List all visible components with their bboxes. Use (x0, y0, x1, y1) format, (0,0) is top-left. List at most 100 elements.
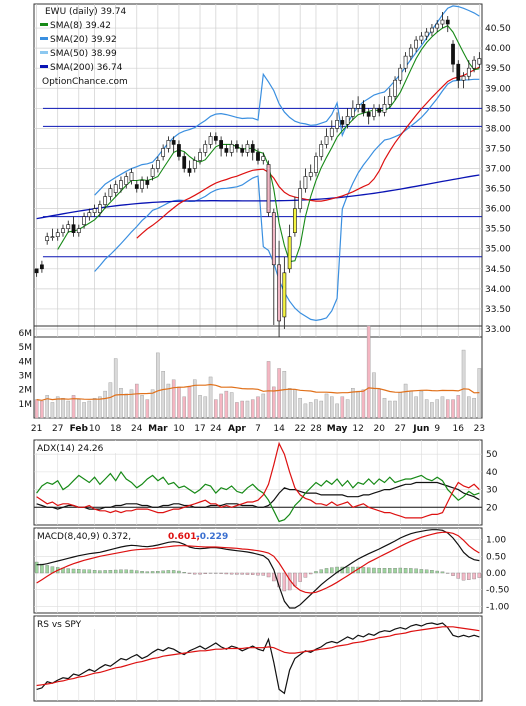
candle-body (113, 184, 118, 193)
macd-histogram-bar (87, 569, 92, 574)
candle-body (424, 31, 429, 37)
macd-histogram-bar (203, 572, 208, 574)
volume-bar (314, 399, 318, 419)
candle-body (308, 172, 313, 177)
candle-body (45, 236, 50, 242)
candle-body (408, 47, 413, 57)
volume-bar (382, 397, 387, 419)
volume-bar (319, 400, 324, 419)
candle-body (82, 216, 86, 225)
volume-bar (177, 386, 181, 419)
legend-swatch (40, 65, 48, 68)
date-tick-label: 20 (373, 424, 385, 434)
volume-bar (250, 399, 255, 419)
date-tick-label: 9 (434, 424, 440, 434)
candle-body (171, 140, 176, 145)
macd-histogram-bar (456, 572, 461, 579)
volume-bar (50, 402, 55, 419)
volume-bar (119, 388, 123, 419)
volume-bar (393, 400, 397, 419)
date-tick-label: 23 (474, 424, 485, 434)
volume-bar (272, 386, 276, 419)
volume-bar (472, 397, 476, 419)
macd-histogram-bar (250, 572, 255, 575)
panel-tick-label: 50 (486, 450, 498, 460)
candle-body (340, 120, 345, 125)
candle-body (177, 144, 181, 157)
volume-bar (45, 395, 49, 419)
candle-body (250, 144, 255, 153)
candle-body (161, 148, 166, 157)
volume-bar (430, 402, 434, 419)
volume-bar (182, 396, 186, 419)
date-tick-label: 21 (31, 424, 42, 434)
adx-panel: 50 40 30 20 ADX(14) 24.26 (33, 439, 498, 526)
volume-bar (103, 390, 107, 419)
volume-tick-label: 3M (19, 372, 33, 382)
date-tick-label: 10 (173, 424, 185, 434)
macd-histogram-bar (66, 568, 70, 574)
legend-label: SMA(50) 38.99 (50, 49, 117, 59)
price-legend: EWU (daily) 39.74 SMA(8) 39.42 SMA(20) 39.… (40, 7, 128, 87)
macd-histogram-bar (272, 572, 276, 582)
volume-bar (245, 400, 250, 419)
candle-body (319, 144, 324, 157)
macd-lines: 1.00 0.50 0.00 -0.50 -1.00 MACD(8,40,9) 0.372… (34, 528, 510, 613)
series-line-1 (36, 626, 480, 687)
candle-body (456, 63, 461, 81)
volume-bar (224, 390, 229, 419)
date-tick-label: Feb (70, 424, 89, 434)
candle-body (261, 156, 266, 161)
price-panel: 40.50 40.00 39.50 39.00 38.50 38.00 37.50 37.00… (33, 3, 511, 338)
date-tick-label: 17 (194, 424, 205, 434)
price-tick-label: 35.50 (485, 225, 511, 235)
volume-bar (424, 399, 429, 419)
candle-body (277, 264, 281, 322)
candle-body (350, 108, 355, 117)
panel-tick-label: 20 (486, 503, 498, 513)
volume-bar (293, 389, 297, 419)
volume-axis: 6M 5M 4M 3M 2M 1M (19, 329, 33, 410)
candle-body (472, 59, 476, 69)
volume-bar (303, 403, 308, 419)
candle-body (298, 188, 303, 209)
price-tick-label: 38.50 (485, 104, 511, 114)
volume-bar (366, 325, 371, 419)
macd-histogram-bar (345, 566, 350, 574)
macd-histogram-bar (382, 568, 387, 574)
volume-bar (77, 399, 81, 419)
macd-histogram-bar (34, 561, 39, 574)
macd-histogram-bar (261, 572, 266, 576)
volume-bar (124, 393, 129, 419)
volume-bar (134, 383, 139, 419)
macd-histogram-bar (92, 570, 97, 574)
price-tick-label: 40.50 (485, 24, 511, 34)
candle-body (129, 172, 134, 181)
panel-tick-label: 0.50 (486, 552, 506, 562)
candle-body (329, 128, 334, 137)
candle-body (445, 19, 450, 25)
macd-histogram-bar (319, 569, 323, 574)
candle-body (451, 43, 455, 65)
bollinger-upper-line (94, 5, 480, 196)
adx-lines: 50 40 30 20 ADX(14) 24.26 (34, 440, 498, 525)
date-tick-label: 22 (294, 424, 305, 434)
volume-bar (361, 389, 366, 419)
candle-body (324, 136, 329, 145)
volume-bar (150, 389, 155, 419)
candle-body (377, 108, 382, 113)
macd-histogram-bar (372, 567, 376, 574)
macd-histogram-bar (419, 569, 424, 574)
candle-body (435, 23, 440, 29)
volume-bar (282, 371, 287, 419)
volume-bar (414, 396, 418, 419)
volume-bar (330, 396, 334, 419)
panel-tick-label: 30 (486, 486, 498, 496)
legend-swatch (40, 51, 48, 54)
volume-bar (98, 396, 102, 419)
candle-body (87, 212, 92, 217)
candle-body (430, 27, 434, 33)
candle-body (382, 104, 387, 113)
macd-histogram-bar (440, 571, 445, 574)
macd-histogram-value: -0.229 (196, 532, 228, 542)
